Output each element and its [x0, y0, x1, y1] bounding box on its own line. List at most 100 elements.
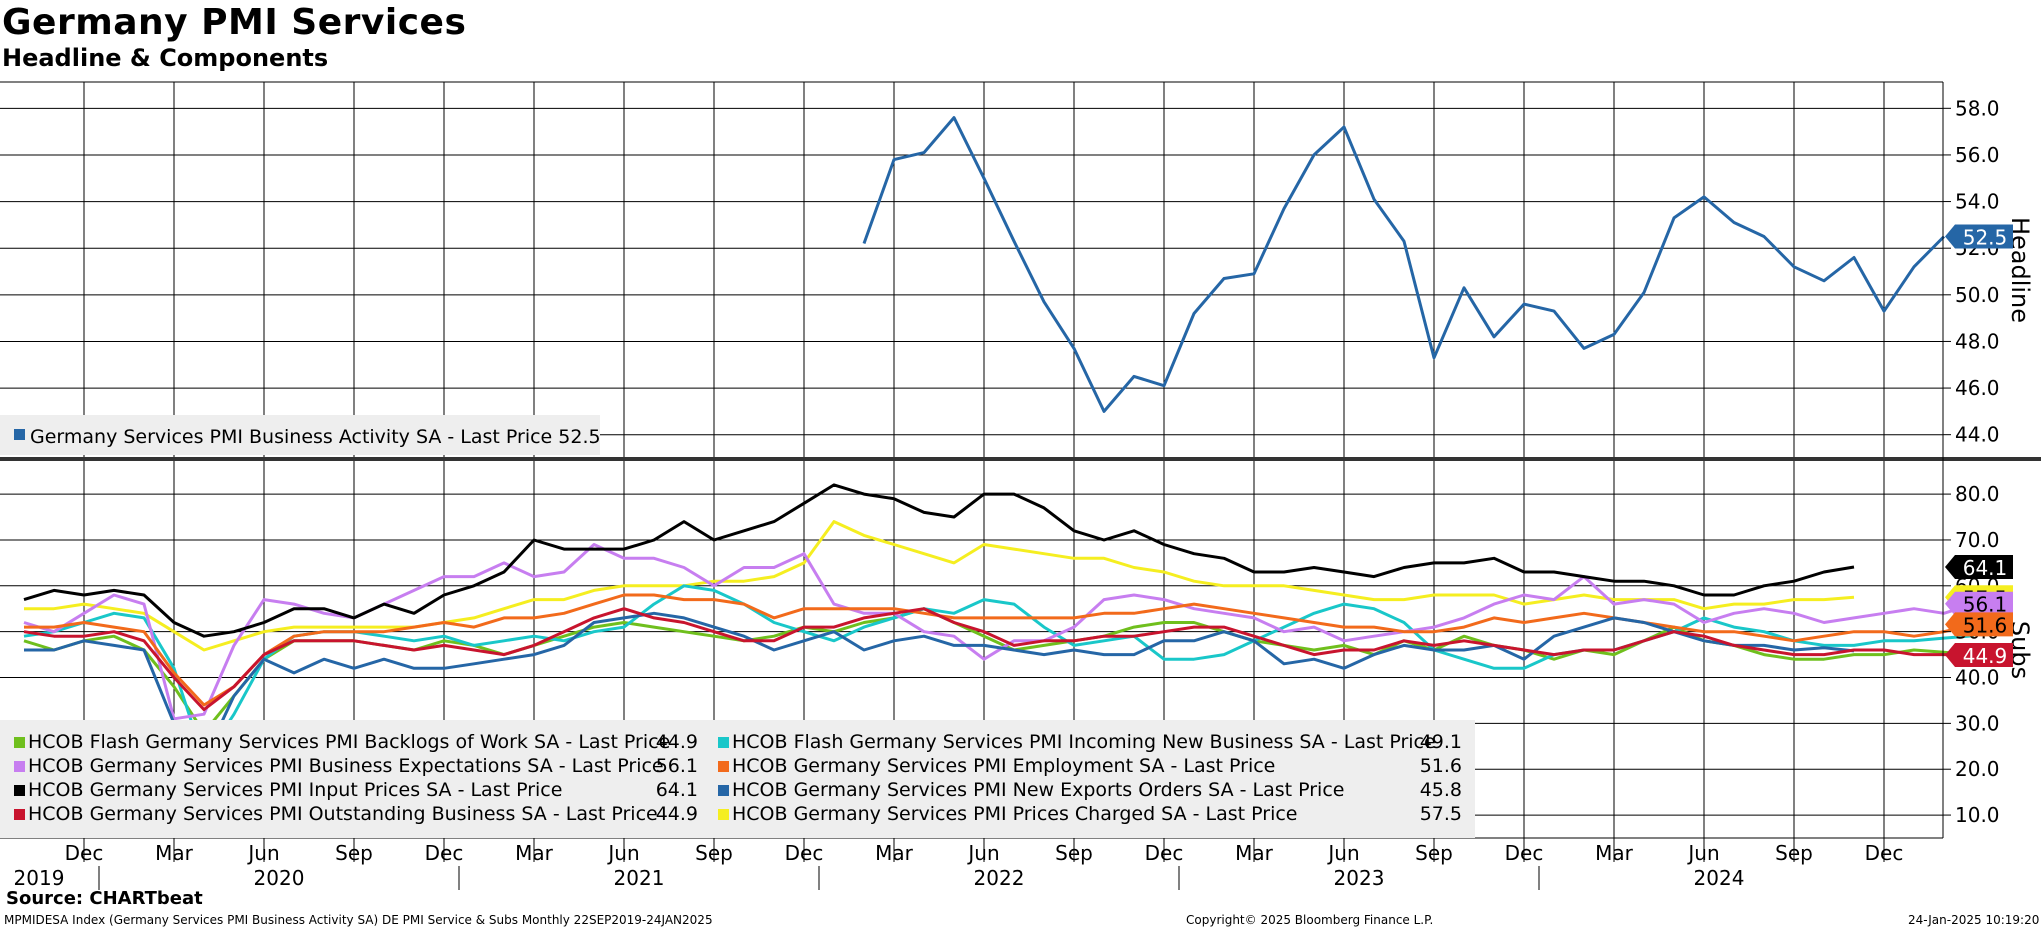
legend-text: HCOB Germany Services PMI Prices Charged… [732, 803, 1297, 825]
legend-item-employment: HCOB Germany Services PMI Employment SA … [718, 755, 1462, 777]
x-year-label: 2022 [974, 866, 1025, 890]
tag-shape [1945, 612, 2013, 637]
x-month-label: Jun [1326, 841, 1359, 865]
legend-value: 51.6 [1420, 755, 1462, 777]
tag-value: 52.5 [1963, 226, 2008, 250]
y-tick-label: 20.0 [1955, 757, 2000, 781]
series-line-headline [862, 116, 1946, 413]
x-year-label: 2019 [14, 866, 65, 890]
y-tick-label: 58.0 [1955, 96, 2000, 120]
legend-value: 44.9 [656, 803, 698, 825]
legend-text: HCOB Germany Services PMI Input Prices S… [28, 779, 562, 801]
series-line-exports [24, 611, 1855, 762]
x-month-label: Sep [335, 841, 373, 865]
legend-item-backlogs: HCOB Flash Germany Services PMI Backlogs… [14, 731, 698, 753]
x-month-label: Mar [1235, 841, 1274, 865]
x-month-label: Jun [1686, 841, 1719, 865]
x-month-label: Mar [1595, 841, 1634, 865]
x-year-label: 2023 [1334, 866, 1385, 890]
x-month-label: Dec [425, 841, 464, 865]
legend-swatch [14, 785, 25, 796]
chart-title: Germany PMI Services [2, 2, 467, 43]
x-month-label: Mar [875, 841, 914, 865]
chart-subtitle: Headline & Components [2, 44, 329, 72]
x-month-label: Mar [515, 841, 554, 865]
copyright: Copyright© 2025 Bloomberg Finance L.P. [1186, 913, 1434, 927]
x-month-label: Jun [606, 841, 639, 865]
last-value-tag-input_prices: 64.1 [1945, 555, 2013, 580]
legend-item-exports: HCOB Germany Services PMI New Exports Or… [718, 779, 1462, 801]
x-month-label: Dec [1505, 841, 1544, 865]
tag-shape [1945, 555, 2013, 580]
subs-panel [23, 483, 1975, 762]
tag-value: 51.6 [1963, 613, 2008, 637]
y-tick-label: 70.0 [1955, 528, 2000, 552]
last-value-tag-headline: 52.5 [1945, 224, 2013, 250]
legend-item-prices_charged: HCOB Germany Services PMI Prices Charged… [718, 803, 1462, 825]
last-value-tag-outstanding: 44.9 [1945, 643, 2013, 668]
tag-shape [1945, 224, 2013, 249]
legend-text: HCOB Flash Germany Services PMI Backlogs… [28, 731, 670, 753]
y-tick-label: 54.0 [1955, 190, 2000, 214]
x-year-label: 2020 [254, 866, 305, 890]
legend-value: 49.1 [1420, 731, 1462, 753]
y-tick-label: 40.0 [1955, 666, 2000, 690]
x-month-label: Dec [785, 841, 824, 865]
index-info: MPMIDESA Index (Germany Services PMI Bus… [4, 913, 713, 927]
x-year-label: 2021 [614, 866, 665, 890]
y-tick-label: 56.0 [1955, 143, 2000, 167]
source-label: Source: CHARTbeat [6, 888, 203, 909]
legend-swatch [718, 809, 729, 820]
series-line-outstanding [23, 607, 1975, 712]
legend-text: HCOB Germany Services PMI Outstanding Bu… [28, 803, 658, 825]
last-value-tag-employment: 51.6 [1945, 612, 2013, 637]
y-tick-label: 80.0 [1955, 482, 2000, 506]
legend-value: 64.1 [656, 779, 698, 801]
legend-value: 56.1 [656, 755, 698, 777]
y-tick-label: 46.0 [1955, 376, 2000, 400]
legend-text: HCOB Flash Germany Services PMI Incoming… [732, 731, 1436, 753]
x-month-label: Dec [1145, 841, 1184, 865]
tag-value: 44.9 [1963, 644, 2008, 668]
x-month-label: Sep [1415, 841, 1453, 865]
legend-text: HCOB Germany Services PMI Employment SA … [732, 755, 1275, 777]
x-month-label: Dec [65, 841, 104, 865]
legend-text: HCOB Germany Services PMI New Exports Or… [732, 779, 1344, 801]
legend-value: 44.9 [656, 731, 698, 753]
x-month-label: Dec [1865, 841, 1904, 865]
x-month-label: Jun [966, 841, 999, 865]
y-tick-label: 44.0 [1955, 423, 2000, 447]
tag-shape [1945, 591, 2013, 616]
y-tick-label: 48.0 [1955, 329, 2000, 353]
tag-shape [1945, 643, 2013, 668]
legend-value: 57.5 [1420, 803, 1462, 825]
x-year-label: 2024 [1694, 866, 1745, 890]
x-month-label: Mar [155, 841, 194, 865]
legends: Germany Services PMI Business Activity S… [0, 415, 1475, 838]
legend-swatch [14, 737, 25, 748]
legend-swatch [718, 761, 729, 772]
series-line-input_prices [23, 483, 1855, 638]
legend-text: Germany Services PMI Business Activity S… [30, 426, 601, 448]
tag-value: 64.1 [1963, 556, 2008, 580]
legend-swatch [718, 785, 729, 796]
headline-panel [862, 116, 1946, 413]
legend-swatch [14, 809, 25, 820]
x-month-label: Sep [695, 841, 733, 865]
legend-bg [0, 720, 1475, 838]
legend-item-input_prices: HCOB Germany Services PMI Input Prices S… [14, 779, 698, 801]
headline-legend: Germany Services PMI Business Activity S… [0, 415, 601, 455]
x-month-label: Jun [246, 841, 279, 865]
legend-swatch [14, 429, 25, 440]
legend-text: HCOB Germany Services PMI Business Expec… [28, 755, 664, 777]
x-month-label: Sep [1055, 841, 1093, 865]
legend-swatch [14, 761, 25, 772]
y-tick-label: 10.0 [1955, 803, 2000, 827]
legend-bg [0, 415, 600, 455]
axes: Dec Mar Jun Sep Dec Mar Jun Sep Dec Mar Jun Sep Dec M… [0, 81, 2041, 890]
subs-legend: HCOB Flash Germany Services PMI Backlogs… [0, 720, 1475, 838]
legend-item-expectations: HCOB Germany Services PMI Business Expec… [14, 755, 698, 777]
y-tick-label: 50.0 [1955, 283, 2000, 307]
legend-item-outstanding: HCOB Germany Services PMI Outstanding Bu… [14, 803, 698, 825]
